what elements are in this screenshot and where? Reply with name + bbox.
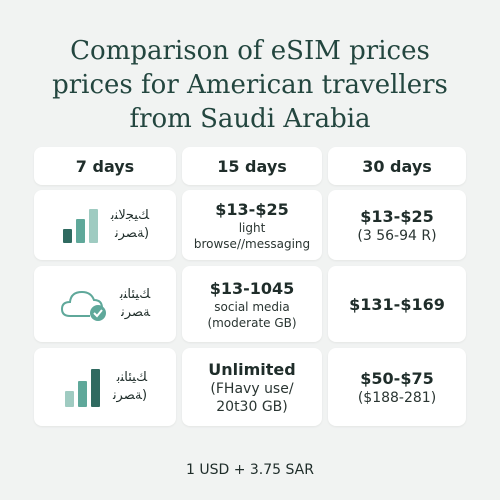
plan-name: ﻚﻴﺠﻟﺎﻨﺑ (ﺔﺼﺮﻧ [111, 207, 149, 243]
title-line-1: Comparison of eSIM prices [70, 36, 430, 66]
header-label: 30 days [362, 156, 432, 176]
price: $13-1045 [209, 278, 295, 298]
header-7-days: 7 days [34, 147, 176, 185]
header-30-days: 30 days [328, 147, 466, 185]
cloud-check-icon [60, 290, 106, 321]
plan-line-2: (ﺔﺼﺮﻧ [115, 226, 150, 241]
title-line-2: prices for American travellers [52, 70, 448, 100]
usage-note: (FHavy use/ [210, 380, 294, 397]
usage-note: social media [214, 299, 290, 314]
plan-line-1: ﻚﻴﺠﻟﺎﻨﺑ [110, 208, 150, 223]
usage-note: light browse//messaging [193, 220, 311, 251]
sar-price: ($188-281) [357, 389, 437, 406]
plan-line-2: (ﺔﺼﺮﻧ [112, 388, 148, 403]
row-1-plan: ﻚﻴﺠﻟﺎﻨﺑ (ﺔﺼﺮﻧ [34, 190, 176, 260]
plan-line-1: ﻚﻴﺌﺎﻨﺑ [119, 287, 151, 302]
bar-chart-icon [62, 209, 98, 243]
price: $131-$169 [349, 294, 445, 314]
header-label: 15 days [217, 156, 287, 176]
exchange-rate-note: 1 USD + 3.75 SAR [186, 462, 314, 478]
header-label: 7 days [75, 156, 135, 176]
plan-line-2: ﺔﺼﺮﻧ [121, 305, 151, 320]
page-title: Comparison of eSIM prices prices for Ame… [0, 34, 500, 136]
price: $13-$25 [360, 206, 434, 226]
header-15-days: 15 days [182, 147, 322, 185]
row-2-plan: ﻚﻴﺌﺎﻨﺑ ﺔﺼﺮﻧ [34, 266, 176, 342]
usage-note-2: 20t30 GB) [216, 398, 288, 415]
price: Unlimited [208, 359, 296, 379]
plan-name: ﻚﻴﺌﺎﻨﺑ ﺔﺼﺮﻧ [120, 286, 150, 322]
row-2-30-days: $131-$169 [328, 266, 466, 342]
bar-chart-icon [64, 369, 100, 407]
row-2-15-days: $13-1045 social media (moderate GB) [182, 266, 322, 342]
price: $13-$25 [215, 199, 289, 219]
usage-note-2: (moderate GB) [207, 315, 297, 330]
plan-line-1: ﻚﻴﺌﺎﻨﺑ [116, 370, 148, 385]
price: $50-$75 [360, 368, 434, 388]
row-1-15-days: $13-$25 light browse//messaging [182, 190, 322, 260]
plan-name: ﻚﻴﺌﺎﻨﺑ (ﺔﺼﺮﻧ [113, 369, 147, 405]
row-1-30-days: $13-$25 (3 56-94 R) [328, 190, 466, 260]
sar-price: (3 56-94 R) [357, 227, 437, 244]
title-line-3: from Saudi Arabia [129, 104, 371, 134]
row-3-15-days: Unlimited (FHavy use/ 20t30 GB) [182, 348, 322, 426]
row-3-plan: ﻚﻴﺌﺎﻨﺑ (ﺔﺼﺮﻧ [34, 348, 176, 426]
row-3-30-days: $50-$75 ($188-281) [328, 348, 466, 426]
